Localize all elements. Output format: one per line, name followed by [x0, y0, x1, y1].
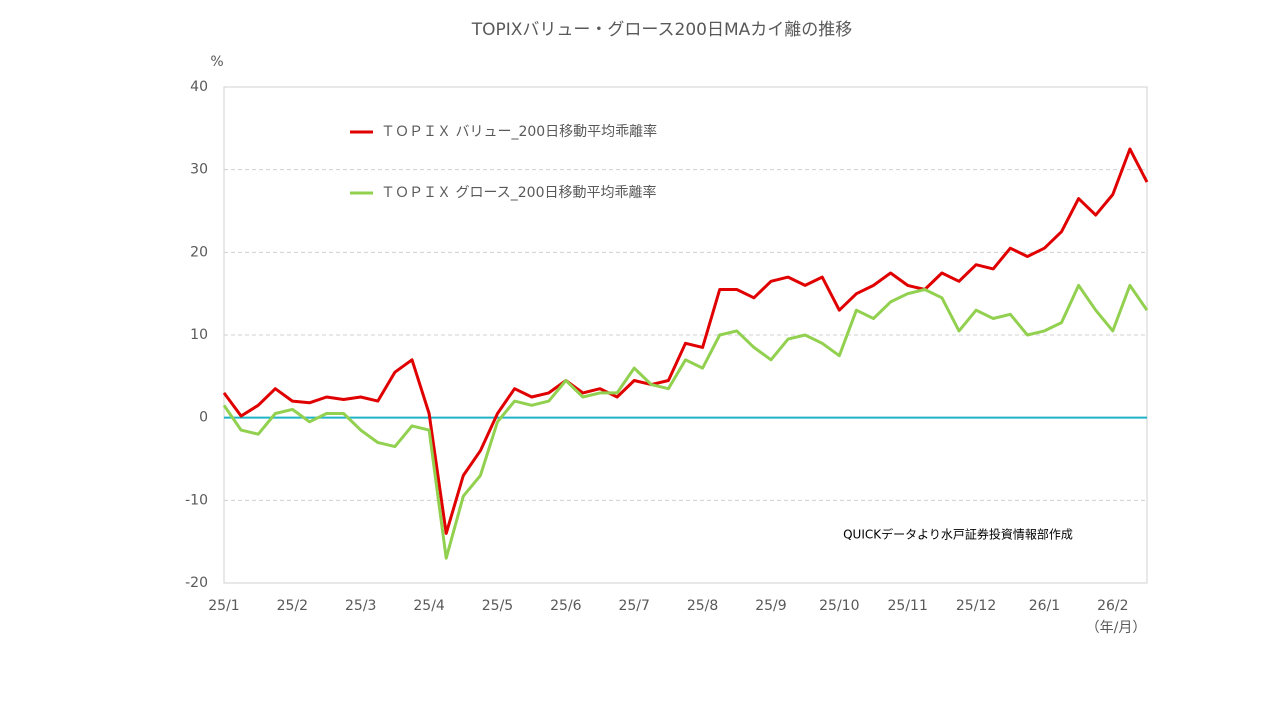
x-tick-label: 25/1	[208, 598, 239, 614]
y-tick-label: 10	[190, 327, 208, 343]
x-tick-label: 25/2	[277, 598, 308, 614]
y-unit: %	[210, 54, 223, 70]
x-tick-label: 25/11	[888, 598, 928, 614]
legend-label: ＴＯＰＩＸ バリュー_200日移動平均乖離率	[381, 123, 657, 140]
x-tick-label: 25/10	[819, 598, 859, 614]
legend-label: ＴＯＰＩＸ グロース_200日移動平均乖離率	[381, 184, 656, 201]
x-tick-label: 25/5	[482, 598, 513, 614]
y-tick-label: -20	[185, 575, 208, 591]
y-tick-label: 40	[190, 79, 208, 95]
x-tick-label: 25/12	[956, 598, 996, 614]
x-tick-label: 25/3	[345, 598, 376, 614]
x-tick-label: 25/8	[687, 598, 718, 614]
y-tick-label: 0	[199, 410, 208, 426]
chart-title: TOPIXバリュー・グロース200日MAカイ離の推移	[471, 20, 853, 40]
x-tick-label: 26/2	[1097, 598, 1128, 614]
series-line	[222, 283, 1149, 560]
x-tick-label: 25/6	[550, 598, 582, 614]
x-tick-label: 26/1	[1029, 598, 1060, 614]
x-tick-label: 25/4	[413, 598, 445, 614]
x-tick-label: 25/9	[755, 598, 786, 614]
x-unit: （年/月）	[1086, 620, 1147, 636]
annotation: QUICKデータより水戸証券投資情報部作成	[843, 527, 1073, 542]
x-tick-label: 25/7	[618, 598, 649, 614]
y-tick-label: 20	[190, 244, 208, 260]
y-tick-label: 30	[190, 162, 208, 178]
y-tick-label: -10	[185, 492, 208, 508]
series-line	[222, 147, 1149, 535]
